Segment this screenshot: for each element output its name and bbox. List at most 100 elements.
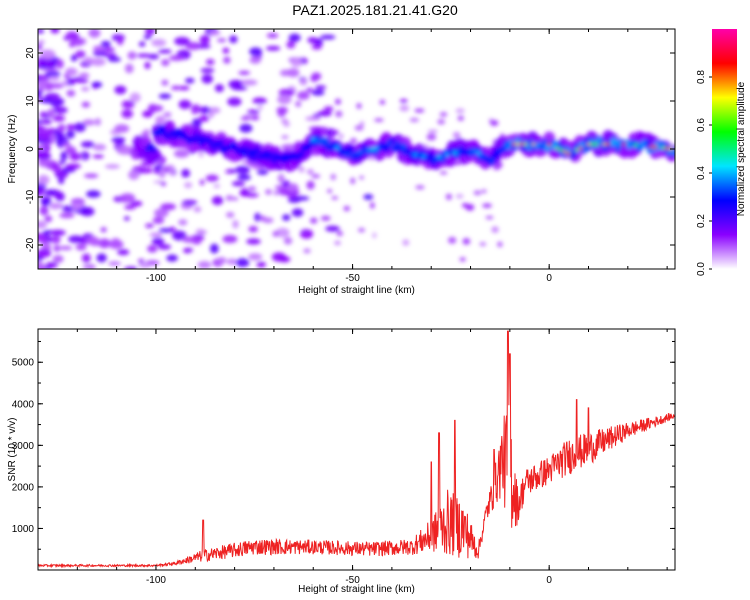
heatmap-blobs [38, 29, 675, 269]
snr-y-axis-label: SNR (10 * v/v) [7, 418, 18, 482]
heatmap-cell [104, 164, 120, 169]
heatmap-cell [199, 230, 207, 235]
heatmap-cell [82, 263, 96, 269]
heatmap-cell [515, 142, 520, 146]
heatmap-cell [590, 142, 595, 146]
snr-x-axis-label: Height of straight line (km) [298, 584, 415, 595]
heatmap-cell [336, 231, 344, 237]
heatmap-cell [291, 208, 304, 217]
snr-y-ticks: 1000 2000 3000 4000 5000 [12, 340, 675, 550]
heatmap-cell [160, 181, 167, 187]
heatmap-cell [68, 40, 75, 48]
heatmap-cell [161, 79, 169, 86]
heatmap-cell [163, 168, 171, 172]
heatmap-cell [323, 106, 334, 112]
heatmap-cell [399, 105, 410, 112]
heatmap-cell [372, 232, 377, 239]
snr-panel: -100 -50 0 1000 2000 3000 4000 5000 Height of … [7, 328, 676, 595]
heatmap-cell [46, 75, 61, 81]
heatmap-cell [578, 146, 583, 150]
heatmap-cell [44, 215, 53, 223]
colorbar: 0.0 0.2 0.4 0.6 0.8 Normalized spectral ampl… [696, 29, 747, 276]
heatmap-cell [621, 142, 626, 146]
heatmap-cell [88, 29, 101, 38]
heatmap-cell [75, 243, 87, 251]
x-tick-label: -100 [146, 575, 166, 586]
heatmap-cell [81, 86, 90, 92]
heatmap-cell [161, 59, 170, 67]
snr-frame [37, 328, 676, 571]
heatmap-cell [311, 89, 325, 96]
heatmap-cell [491, 226, 499, 233]
heatmap-cell [41, 97, 53, 104]
heatmap-cell [566, 152, 571, 156]
heatmap-cell [206, 59, 215, 66]
heatmap-cell [86, 190, 101, 198]
heatmap-cell [547, 142, 552, 146]
heatmap-cell [479, 242, 487, 247]
heatmap-cell [292, 190, 301, 194]
y-tick-label: 0 [25, 146, 36, 152]
heatmap-cell [102, 47, 115, 52]
heatmap-cell [402, 239, 410, 246]
heatmap-cell [317, 110, 332, 117]
heatmap-cell [73, 122, 86, 133]
heatmap-cell [223, 56, 231, 64]
heatmap-cell [299, 77, 308, 86]
heatmap-cell [275, 227, 290, 238]
heatmap-cell [199, 179, 205, 186]
heatmap-cell [462, 237, 471, 245]
heatmap-cell [178, 85, 190, 91]
heatmap-cell [251, 115, 259, 120]
heatmap-cell [444, 153, 449, 157]
heatmap-cell [266, 33, 279, 38]
heatmap-cell [327, 189, 333, 194]
heatmap-cell [174, 36, 190, 46]
heatmap-cell [481, 189, 487, 193]
heatmap-cell [170, 85, 182, 90]
heatmap-cell [100, 40, 111, 48]
heatmap-cell [117, 249, 130, 256]
heatmap-cell [333, 129, 339, 135]
heatmap-cell [47, 108, 55, 119]
heatmap-cell [128, 170, 140, 180]
heatmap-cell [49, 202, 62, 210]
heatmap-cell [49, 133, 57, 142]
heatmap-cell [80, 141, 95, 148]
heatmap-cell [168, 170, 177, 176]
heatmap-cell [455, 108, 465, 114]
heatmap-cell [138, 263, 151, 269]
heatmap-cell [57, 124, 66, 133]
heatmap-cell [41, 198, 49, 207]
heatmap-cell [157, 49, 172, 54]
heatmap-cell [286, 68, 300, 78]
heatmap-cell [452, 151, 457, 155]
colorbar-tick-label: 0.6 [696, 118, 707, 132]
heatmap-cell [343, 205, 351, 212]
heatmap-cell [38, 40, 46, 45]
heatmap-cell [311, 44, 323, 50]
heatmap-cell [54, 191, 65, 202]
heatmap-cell [338, 133, 344, 140]
heatmap-cell [231, 180, 245, 187]
heatmap-cell [281, 135, 289, 139]
heatmap-cell [38, 220, 48, 229]
heatmap-cell [254, 212, 261, 222]
heatmap-cell [283, 236, 293, 245]
heatmap-cell [153, 208, 169, 218]
heatmap-cell [163, 111, 172, 118]
heatmap-cell [222, 234, 238, 244]
heatmap-cell [124, 63, 134, 74]
heatmap-cell [334, 146, 339, 150]
heatmap-cell [191, 118, 202, 129]
heatmap-cell [44, 71, 61, 77]
heatmap-cell [184, 77, 195, 84]
heatmap-cell [225, 169, 231, 174]
heatmap-cell [456, 150, 461, 154]
heatmap-cell [585, 144, 592, 152]
heatmap-cell [145, 223, 154, 229]
heatmap-cell [75, 50, 86, 59]
heatmap-cell [325, 225, 340, 232]
heatmap-cell [256, 169, 269, 175]
heatmap-cell [531, 142, 536, 146]
